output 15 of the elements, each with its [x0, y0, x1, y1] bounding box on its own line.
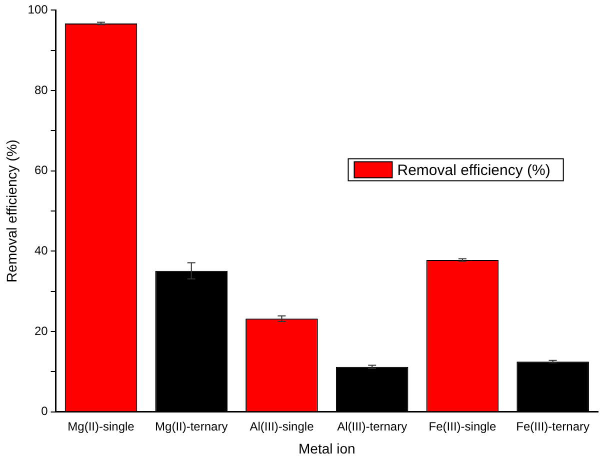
- x-tick-label: Fe(III)-ternary: [516, 419, 590, 434]
- x-tick-label: Al(III)-ternary: [337, 419, 408, 434]
- y-tick-label: 80: [34, 82, 48, 97]
- y-axis-title: Removal efficiency (%): [3, 140, 20, 282]
- legend-label: Removal efficiency (%): [397, 162, 550, 179]
- y-tick-label: 40: [34, 243, 48, 258]
- x-axis-title: Metal ion: [298, 440, 356, 456]
- y-tick-label: 100: [28, 2, 48, 17]
- x-tick-label: Mg(II)-single: [68, 419, 135, 434]
- x-tick-label: Mg(II)-ternary: [155, 419, 228, 434]
- x-tick-label: Al(III)-single: [250, 419, 314, 434]
- y-tick-label: 0: [41, 404, 48, 418]
- y-tick-label: 60: [34, 163, 48, 178]
- x-tick-label: Fe(III)-single: [428, 419, 496, 434]
- y-tick-label: 20: [34, 324, 48, 338]
